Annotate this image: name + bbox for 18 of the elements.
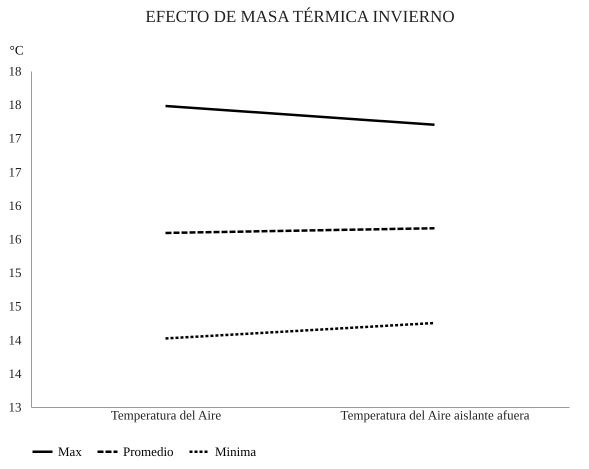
y-tick-label: 16 — [8, 198, 22, 213]
x-tick-label: Temperatura del Aire — [110, 408, 222, 422]
y-tick-label: 18 — [8, 64, 22, 78]
y-tick-label: 14 — [8, 332, 22, 348]
y-axis-title: °C — [10, 42, 24, 58]
y-tick-label: 17 — [8, 164, 22, 180]
y-tick-label: 14 — [8, 366, 22, 381]
x-tick-label: Temperatura del Aire aislante afuera — [340, 408, 530, 422]
y-tick-label: 15 — [8, 298, 22, 314]
y-tick-label: 16 — [8, 232, 22, 246]
y-tick-label: 18 — [8, 97, 22, 112]
legend-label: Minima — [215, 444, 256, 459]
chart-title: EFECTO DE MASA TÉRMICA INVIERNO — [145, 7, 455, 26]
y-tick-label: 15 — [8, 265, 22, 280]
legend-label: Promedio — [123, 444, 174, 459]
y-tick-label: 17 — [8, 130, 22, 146]
legend-label: Max — [58, 444, 82, 459]
y-tick-label: 13 — [8, 400, 22, 414]
